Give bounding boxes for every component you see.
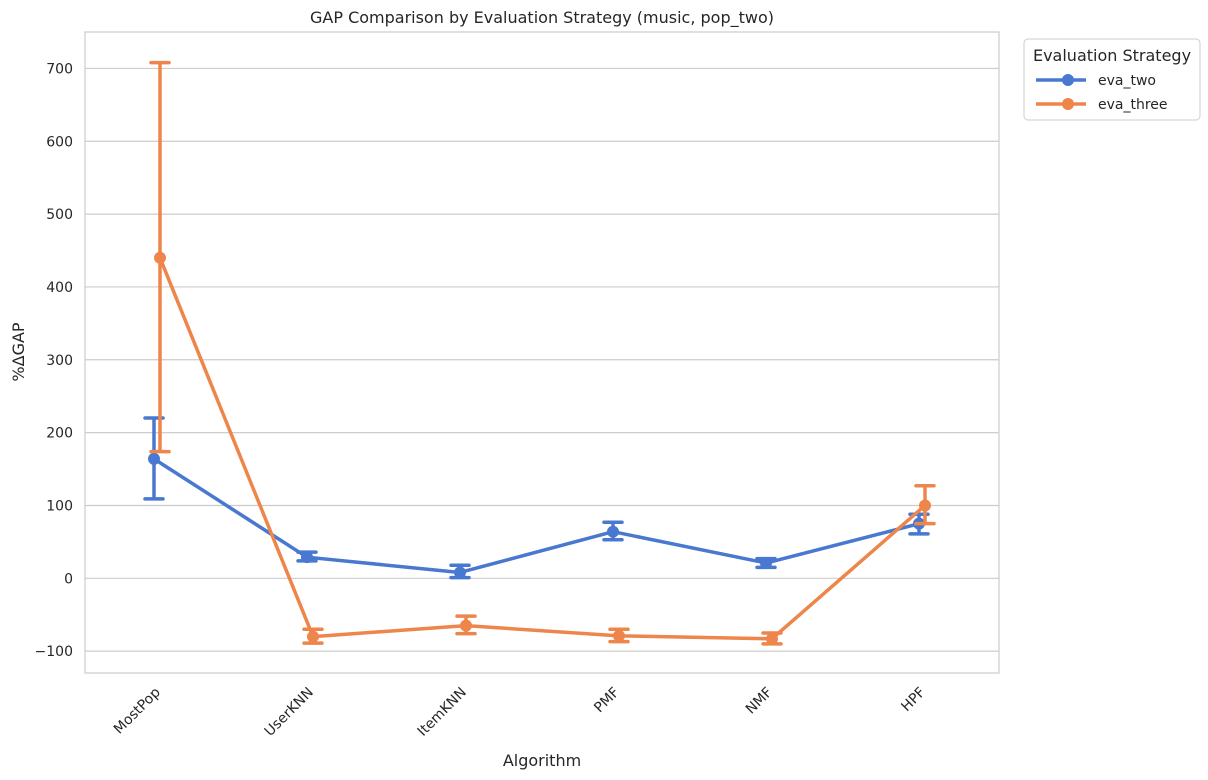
series-line bbox=[153, 457, 920, 575]
y-tick-label: 700 bbox=[46, 61, 73, 77]
data-point bbox=[148, 452, 160, 465]
x-tick-label: ItemKNN bbox=[415, 685, 470, 740]
y-tick-label: 200 bbox=[46, 426, 73, 442]
series-eva_three bbox=[149, 60, 936, 646]
y-axis-label: %ΔGAP bbox=[9, 322, 28, 381]
y-tick-label: 0 bbox=[64, 571, 73, 587]
x-axis-ticks: MostPop UserKNN ItemKNN PMF NMF HPF bbox=[111, 684, 929, 739]
data-point bbox=[301, 551, 313, 564]
data-point bbox=[613, 629, 625, 642]
x-tick-label: NMF bbox=[743, 685, 776, 718]
data-point bbox=[154, 251, 166, 264]
legend-label: eva_three bbox=[1098, 97, 1168, 113]
legend-entry-eva_three: eva_three bbox=[1036, 97, 1168, 113]
y-tick-label: 500 bbox=[46, 207, 73, 223]
data-point bbox=[607, 525, 619, 538]
data-point bbox=[460, 619, 472, 632]
legend: Evaluation Strategy eva_two eva_three bbox=[1023, 38, 1201, 121]
plot-area bbox=[84, 31, 1000, 674]
legend-marker bbox=[1062, 74, 1074, 86]
data-point bbox=[919, 499, 931, 512]
y-tick-label: 400 bbox=[46, 280, 73, 296]
series-layer bbox=[143, 60, 936, 646]
x-tick-label: HPF bbox=[898, 685, 928, 715]
data-point bbox=[760, 557, 772, 570]
x-axis-label: Algorithm bbox=[503, 751, 581, 770]
data-point bbox=[454, 566, 466, 579]
data-point bbox=[307, 630, 319, 643]
legend-marker bbox=[1062, 98, 1074, 110]
legend-entry-eva_two: eva_two bbox=[1036, 73, 1156, 89]
x-tick-label: PMF bbox=[591, 685, 623, 717]
series-line bbox=[158, 257, 927, 641]
y-tick-label: 100 bbox=[46, 498, 73, 514]
x-tick-label: MostPop bbox=[111, 684, 164, 737]
y-tick-label: −100 bbox=[35, 644, 73, 660]
y-tick-label: 300 bbox=[46, 353, 73, 369]
data-point bbox=[766, 632, 778, 645]
y-tick-label: 600 bbox=[46, 134, 73, 150]
legend-label: eva_two bbox=[1098, 73, 1156, 89]
legend-title: Evaluation Strategy bbox=[1033, 46, 1191, 65]
x-tick-label: UserKNN bbox=[262, 685, 317, 740]
y-axis-ticks: −100 0 100 200 300 400 500 600 700 bbox=[35, 61, 73, 660]
chart-title: GAP Comparison by Evaluation Strategy (m… bbox=[310, 8, 774, 28]
gridlines bbox=[85, 67, 999, 652]
